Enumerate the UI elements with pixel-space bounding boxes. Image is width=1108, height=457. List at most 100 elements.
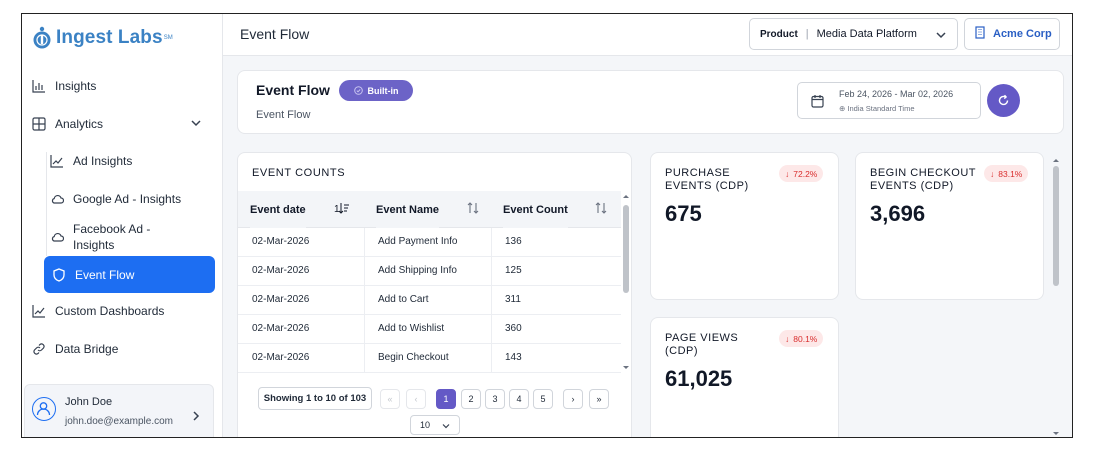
sidebar-item-ad-insights[interactable]: Ad Insights [50, 146, 214, 176]
metric-label: BEGIN CHECKOUT EVENTS (CDP) [870, 167, 976, 192]
next-page-button[interactable]: › [563, 389, 583, 409]
topbar: Event Flow Product | Media Data Platform… [223, 14, 1072, 56]
timezone-value: India Standard Time [847, 104, 915, 113]
metric-card-page-views: PAGE VIEWS (CDP) ↓ 80.1% 61,025 [650, 317, 839, 437]
header-subtitle: Event Flow [256, 109, 311, 121]
sidebar-item-custom-dashboards[interactable]: Custom Dashboards [32, 296, 214, 326]
change-badge: ↓ 72.2% [779, 165, 824, 182]
column-header-event-date[interactable]: Event date [250, 191, 306, 228]
avatar [32, 397, 56, 421]
sidebar-item-label: Analytics [55, 117, 104, 131]
table-scrollbar-thumb[interactable] [623, 205, 629, 293]
shield-icon [52, 267, 66, 282]
sidebar-item-label: Custom Dashboards [55, 304, 165, 318]
brand-logo[interactable]: Ingest Labs SM [32, 23, 173, 53]
built-in-badge: Built-in [339, 80, 413, 101]
header-title: Event Flow [256, 82, 330, 98]
table-row[interactable]: 02-Mar-2026 Add to Cart 311 [238, 286, 621, 315]
table-row[interactable]: 02-Mar-2026 Add to Wishlist 360 [238, 315, 621, 344]
cell-event-name: Add Shipping Info [378, 265, 457, 276]
sort-icon[interactable] [594, 201, 608, 220]
main-content: Event Flow Built-in Event Flow Feb 24, 2… [223, 56, 1072, 437]
date-range-value: Feb 24, 2026 - Mar 02, 2026 [839, 89, 954, 99]
metric-label: PURCHASE EVENTS (CDP) [665, 167, 749, 192]
table-row[interactable]: 02-Mar-2026 Add Shipping Info 125 [238, 257, 621, 286]
sidebar-item-label: Insights [55, 79, 97, 93]
table-row[interactable]: 02-Mar-2026 Begin Checkout 143 [238, 344, 621, 373]
cell-event-name: Begin Checkout [378, 352, 449, 363]
cloud-icon [50, 230, 64, 244]
date-range-picker[interactable]: Feb 24, 2026 - Mar 02, 2026 ⊕ India Stan… [797, 82, 981, 119]
timezone-label: ⊕ India Standard Time [839, 104, 915, 113]
page-scrollbar-thumb[interactable] [1053, 166, 1059, 286]
product-label: Product [760, 28, 798, 40]
svg-text:1: 1 [334, 204, 340, 215]
link-icon [32, 342, 46, 356]
separator: | [805, 28, 809, 40]
calendar-icon [811, 94, 824, 113]
sidebar-item-label: Facebook Ad - Insights [73, 222, 151, 252]
line-chart-icon [50, 154, 64, 168]
change-value: 80.1% [793, 333, 818, 344]
column-divider [364, 228, 365, 373]
app-window: Ingest Labs SM Insights Analytics Ad Ins… [21, 13, 1073, 438]
bar-chart-icon [32, 79, 46, 93]
user-profile-card[interactable]: John Doe john.doe@example.com [24, 384, 214, 437]
sidebar-item-analytics[interactable]: Analytics [32, 109, 214, 139]
page-button[interactable]: 1 [436, 389, 456, 409]
cell-event-count: 136 [505, 236, 522, 247]
sidebar-item-google-ad-insights[interactable]: Google Ad - Insights [50, 184, 214, 214]
sidebar-item-label: Event Flow [75, 267, 135, 282]
table-scrollbar[interactable] [622, 193, 630, 371]
metric-value: 61,025 [665, 366, 733, 391]
chevron-down-icon[interactable] [190, 117, 202, 132]
cell-event-name: Add to Cart [378, 294, 429, 305]
metric-label: PAGE VIEWS (CDP) [665, 332, 739, 357]
sidebar-item-data-bridge[interactable]: Data Bridge [32, 334, 214, 364]
line-chart-icon [32, 304, 46, 318]
column-header-event-count[interactable]: Event Count [503, 191, 568, 228]
change-badge: ↓ 83.1% [984, 165, 1029, 182]
column-header-event-name[interactable]: Event Name [376, 191, 439, 228]
last-page-button[interactable]: » [589, 389, 609, 409]
event-counts-title: EVENT COUNTS [252, 167, 346, 179]
organization-name: Acme Corp [993, 28, 1052, 40]
metric-value: 675 [665, 201, 702, 226]
page-button[interactable]: 2 [461, 389, 481, 409]
page-header-card: Event Flow Built-in Event Flow Feb 24, 2… [237, 70, 1064, 134]
badge-label: Built-in [367, 85, 399, 96]
sort-icon[interactable] [466, 201, 480, 220]
chevron-down-icon [441, 421, 451, 433]
globe-icon: ⊕ [839, 104, 846, 113]
page-button[interactable]: 5 [533, 389, 553, 409]
sort-ascending-icon[interactable]: 1 [334, 201, 350, 220]
brand-tm: SM [163, 35, 173, 41]
page-scrollbar[interactable] [1051, 156, 1061, 436]
page-title: Event Flow [240, 26, 310, 42]
refresh-button[interactable] [987, 84, 1020, 117]
submenu-guide-line [46, 152, 47, 256]
sidebar-item-facebook-ad-insights[interactable]: Facebook Ad - Insights [50, 220, 214, 254]
page-size-select[interactable]: 10 [410, 415, 460, 435]
product-selector[interactable]: Product | Media Data Platform [749, 18, 958, 50]
first-page-button[interactable]: « [380, 389, 400, 409]
cell-event-date: 02-Mar-2026 [252, 294, 310, 305]
table-row[interactable]: 02-Mar-2026 Add Payment Info 136 [238, 228, 621, 257]
sidebar-item-insights[interactable]: Insights [32, 71, 214, 101]
change-value: 72.2% [793, 168, 818, 179]
cell-event-date: 02-Mar-2026 [252, 323, 310, 334]
prev-page-button[interactable]: ‹ [406, 389, 426, 409]
page-button[interactable]: 3 [485, 389, 505, 409]
sidebar-item-event-flow[interactable]: Event Flow [44, 256, 215, 293]
page-button[interactable]: 4 [509, 389, 529, 409]
organization-button[interactable]: Acme Corp [964, 18, 1060, 50]
sidebar-item-label: Google Ad - Insights [73, 192, 182, 206]
chevron-right-icon[interactable] [191, 409, 201, 427]
sidebar: Ingest Labs SM Insights Analytics Ad Ins… [22, 14, 223, 437]
refresh-icon [998, 94, 1009, 106]
cell-event-count: 311 [505, 294, 521, 305]
metric-card-purchase-events: PURCHASE EVENTS (CDP) ↓ 72.2% 675 [650, 152, 839, 300]
page-size-value: 10 [420, 420, 431, 430]
column-divider [491, 228, 492, 373]
sidebar-item-label: Ad Insights [73, 154, 133, 168]
